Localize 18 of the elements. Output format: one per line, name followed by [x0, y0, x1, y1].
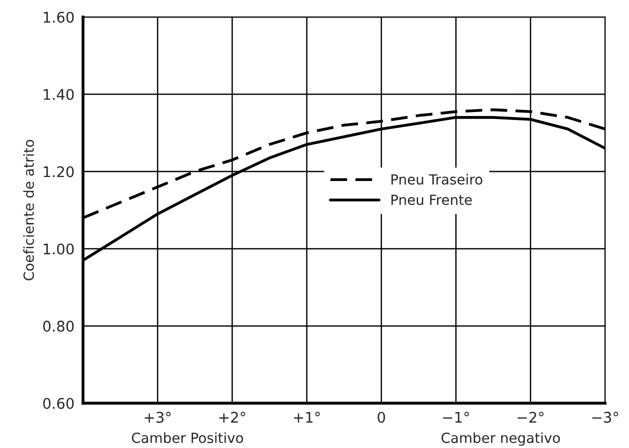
legend-label: Pneu Frente [391, 194, 472, 206]
x-tick-label: 0 [378, 412, 386, 423]
x-tick-label: −1° [443, 412, 469, 423]
y-tick-label: 0.60 [43, 398, 74, 409]
x-tick-label: +1° [294, 412, 320, 423]
y-tick-label: 1.00 [44, 243, 74, 254]
x-tick-label: +3° [144, 412, 171, 423]
text: Camber Positivo [132, 432, 244, 444]
legend-label: Pneu Traseiro [391, 174, 482, 185]
y-tick-label: 0.80 [43, 320, 74, 332]
x-tick-label: −2° [518, 412, 544, 423]
x-tick-label: −3° [592, 412, 618, 423]
x-tick-label: +2° [219, 412, 246, 423]
y-tick-label: 1.40 [44, 88, 74, 100]
y-tick-label: 1.20 [44, 166, 74, 178]
y-axis-title: Coeficiente de atrito [23, 140, 34, 280]
text: Camber negativo [442, 432, 560, 446]
y-tick-label: 1.60 [44, 12, 74, 23]
